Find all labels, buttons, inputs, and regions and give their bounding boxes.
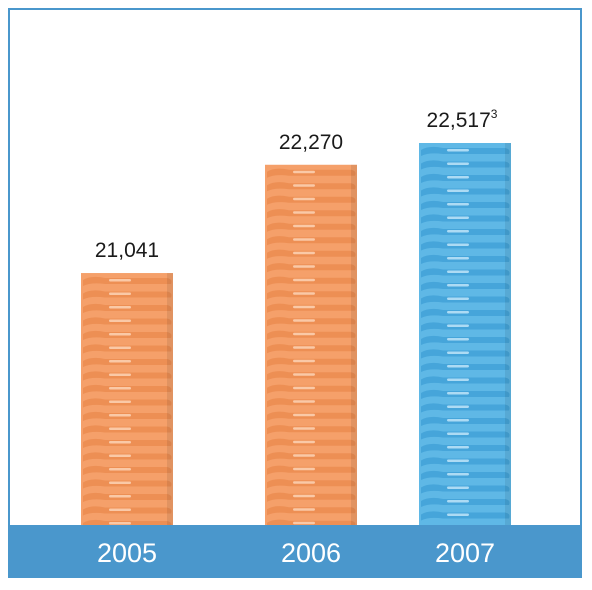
bar-shadow <box>351 164 357 526</box>
bar-highlight <box>447 270 469 273</box>
bar-highlight <box>109 481 131 485</box>
bar-highlight <box>447 392 469 395</box>
bar-2006 <box>265 164 357 529</box>
bar-highlight <box>447 149 469 152</box>
bar-highlight <box>293 440 315 444</box>
bar-highlight <box>109 279 131 282</box>
bar-highlight <box>109 400 131 404</box>
bar-value-label: 22,270 <box>279 131 343 154</box>
bar-highlight <box>109 508 131 512</box>
bar-highlight <box>293 170 315 174</box>
bar-value-label: 21,041 <box>95 239 159 262</box>
bar-highlight <box>447 513 469 516</box>
bar-highlight <box>447 365 469 368</box>
bar-highlight <box>293 427 315 430</box>
bar-2007 <box>419 143 511 525</box>
bar-highlight <box>293 359 315 363</box>
labels-layer: 21,041 22,270 22,5173 2005 2006 2007 <box>95 107 498 568</box>
bar-highlight <box>293 251 315 255</box>
bar-highlight <box>109 468 131 471</box>
bar-highlight <box>447 500 469 503</box>
bar-highlight <box>293 332 315 336</box>
bar-highlight <box>109 333 131 336</box>
bar-highlight <box>447 432 469 435</box>
bar-highlight <box>447 216 469 219</box>
bar-highlight <box>447 446 469 449</box>
bar-highlight <box>447 351 469 354</box>
bar-highlight <box>293 373 315 376</box>
bar-highlight <box>447 297 469 300</box>
bar-highlight <box>109 495 131 498</box>
bar-highlight <box>293 481 315 484</box>
bar-highlight <box>293 386 315 390</box>
bar-highlight <box>447 162 469 165</box>
bar-highlight <box>447 189 469 192</box>
bar-highlight <box>447 486 469 489</box>
bar-highlight <box>293 508 315 511</box>
bar-highlight <box>293 265 315 268</box>
bar-highlight <box>109 292 131 296</box>
bar-highlight <box>293 197 315 201</box>
bar-highlight <box>293 319 315 322</box>
bar-highlight <box>293 494 315 498</box>
bar-highlight <box>447 311 469 314</box>
bar-highlight <box>447 405 469 408</box>
bar-highlight <box>293 224 315 228</box>
bar-highlight <box>109 522 131 525</box>
bar-highlight <box>447 419 469 422</box>
category-axis-band <box>10 525 582 578</box>
bar-highlight <box>447 324 469 327</box>
bar-highlight <box>293 238 315 241</box>
bar-highlight <box>293 211 315 214</box>
bar-highlight <box>447 378 469 381</box>
category-tick-label: 2006 <box>281 538 341 568</box>
bar-highlight <box>293 400 315 403</box>
category-tick-label: 2005 <box>97 538 157 568</box>
bar-highlight <box>447 338 469 341</box>
bar-highlight <box>447 243 469 246</box>
bars-layer <box>81 143 511 530</box>
bar-body <box>419 143 511 525</box>
bar-highlight <box>109 454 131 458</box>
bar-2005 <box>81 273 173 530</box>
bar-highlight <box>293 184 315 187</box>
bar-highlight <box>293 305 315 309</box>
bar-highlight <box>447 459 469 462</box>
bar-highlight <box>447 203 469 206</box>
bar-highlight <box>447 473 469 476</box>
bar-highlight <box>293 413 315 417</box>
bar-shadow <box>167 273 173 525</box>
category-tick-label: 2007 <box>435 538 495 568</box>
bar-highlight <box>109 360 131 363</box>
bar-highlight <box>293 467 315 471</box>
bar-highlight <box>293 278 315 282</box>
bar-highlight <box>109 427 131 431</box>
bar-highlight <box>447 284 469 287</box>
bar-highlight <box>293 292 315 295</box>
bar-highlight <box>293 346 315 349</box>
bar-value-footnote: 3 <box>491 107 498 121</box>
bar-shadow <box>505 143 511 525</box>
bar-value-label: 22,5173 <box>427 107 498 132</box>
bar-highlight <box>109 387 131 390</box>
bar-highlight <box>293 521 315 525</box>
bar-highlight <box>109 306 131 309</box>
bar-highlight <box>447 257 469 260</box>
bar-highlight <box>109 373 131 377</box>
bar-highlight <box>447 230 469 233</box>
bar-highlight <box>109 346 131 350</box>
bar-highlight <box>293 454 315 457</box>
bar-highlight <box>109 441 131 444</box>
bar-highlight <box>109 319 131 323</box>
bar-highlight <box>447 176 469 179</box>
bar-highlight <box>109 414 131 417</box>
